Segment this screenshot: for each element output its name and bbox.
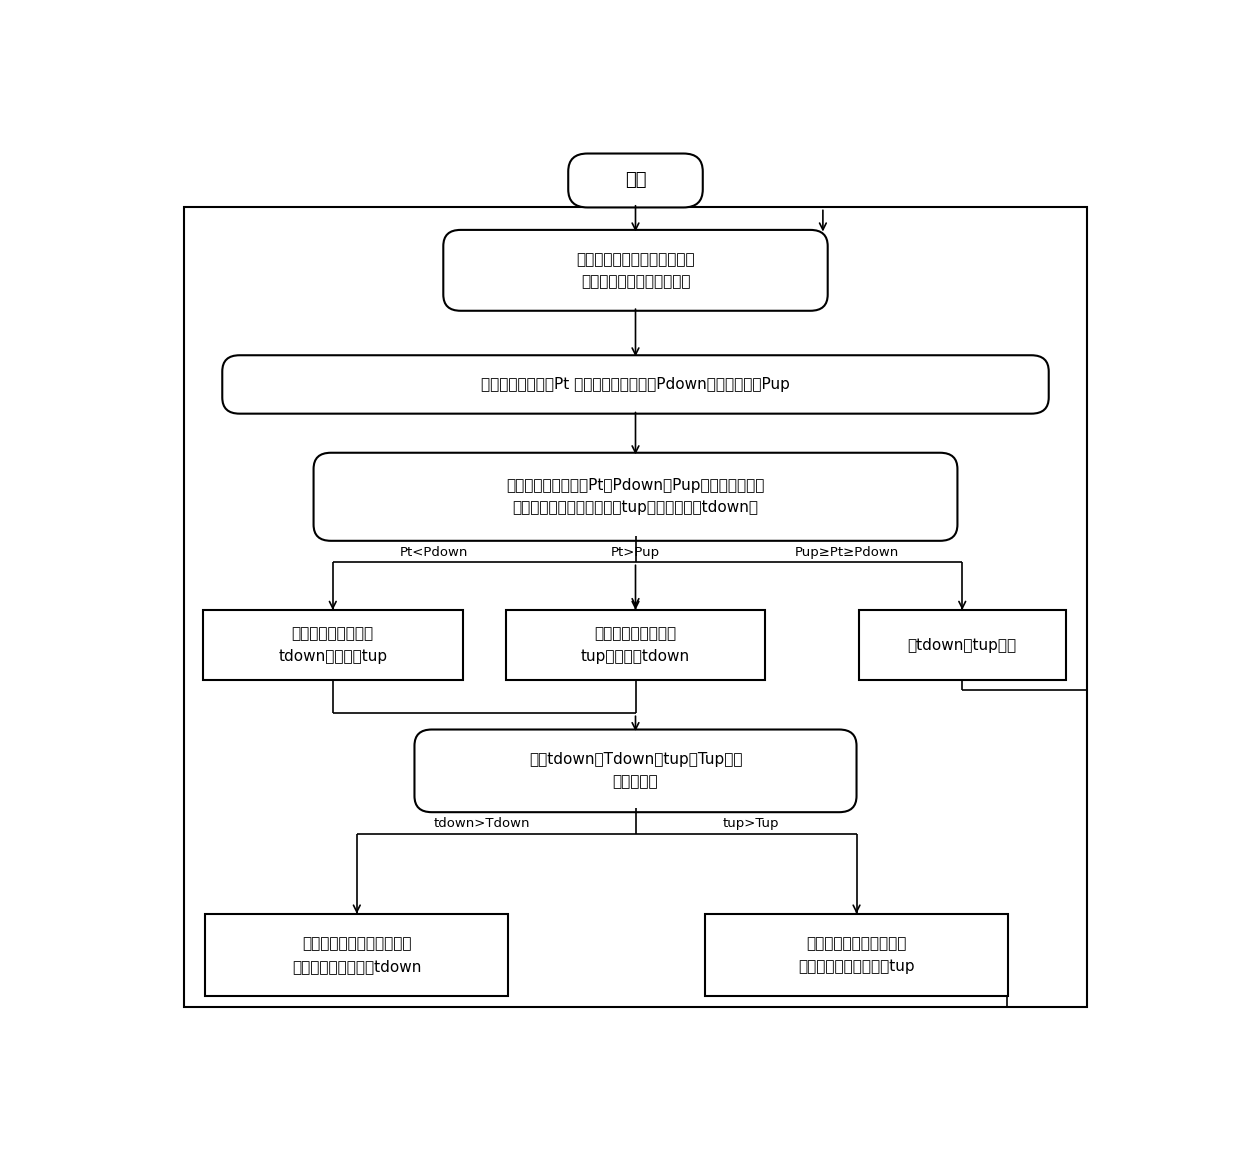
Text: 将tdown和tup清零: 将tdown和tup清零: [908, 637, 1017, 652]
Text: Pt<Pdown: Pt<Pdown: [399, 546, 467, 559]
Bar: [859, 610, 1065, 680]
Bar: [203, 610, 463, 680]
Text: 开始: 开始: [625, 172, 646, 189]
Text: 向停机优先级最高的机组
发送停机指令，并清零tup: 向停机优先级最高的机组 发送停机指令，并清零tup: [799, 936, 915, 973]
Text: 累计理论超上限时间
tup，并清零tdown: 累计理论超上限时间 tup，并清零tdown: [580, 627, 691, 664]
Text: 比较风电场理论出力Pt和Pdown、Pup之间的关系，根
据比较结果计算超上限时间tup或超下限时间tdown：: 比较风电场理论出力Pt和Pdown、Pup之间的关系，根 据比较结果计算超上限时…: [506, 478, 765, 516]
Text: tup>Tup: tup>Tup: [723, 817, 779, 830]
Text: Pt>Pup: Pt>Pup: [611, 546, 660, 559]
Text: 判断是否存在需要强制启动的
机组，若存在则启动该机组: 判断是否存在需要强制启动的 机组，若存在则启动该机组: [577, 252, 694, 289]
Text: 累计理论超下限时间
tdown，并清零tup: 累计理论超下限时间 tdown，并清零tup: [278, 627, 387, 664]
FancyBboxPatch shape: [568, 154, 703, 208]
FancyBboxPatch shape: [222, 355, 1049, 413]
FancyBboxPatch shape: [444, 230, 828, 310]
Bar: [184, 208, 1087, 1007]
Bar: [506, 610, 765, 680]
Text: 向启动优先级最高的机组发
送启动指令，并清零tdown: 向启动优先级最高的机组发 送启动指令，并清零tdown: [293, 936, 422, 973]
FancyBboxPatch shape: [314, 453, 957, 540]
Text: Pup≥Pt≥Pdown: Pup≥Pt≥Pdown: [795, 546, 899, 559]
FancyBboxPatch shape: [414, 729, 857, 812]
Bar: [706, 914, 1008, 997]
Text: 比较tdown、Tdown和tup、Tup之间
的大小关系: 比较tdown、Tdown和tup、Tup之间 的大小关系: [528, 753, 743, 789]
Bar: [206, 914, 508, 997]
Text: 计算理论功率之和Pt 计算出理论出力下限Pdown理论出力上限Pup: 计算理论功率之和Pt 计算出理论出力下限Pdown理论出力上限Pup: [481, 377, 790, 392]
Text: tdown>Tdown: tdown>Tdown: [434, 817, 529, 830]
